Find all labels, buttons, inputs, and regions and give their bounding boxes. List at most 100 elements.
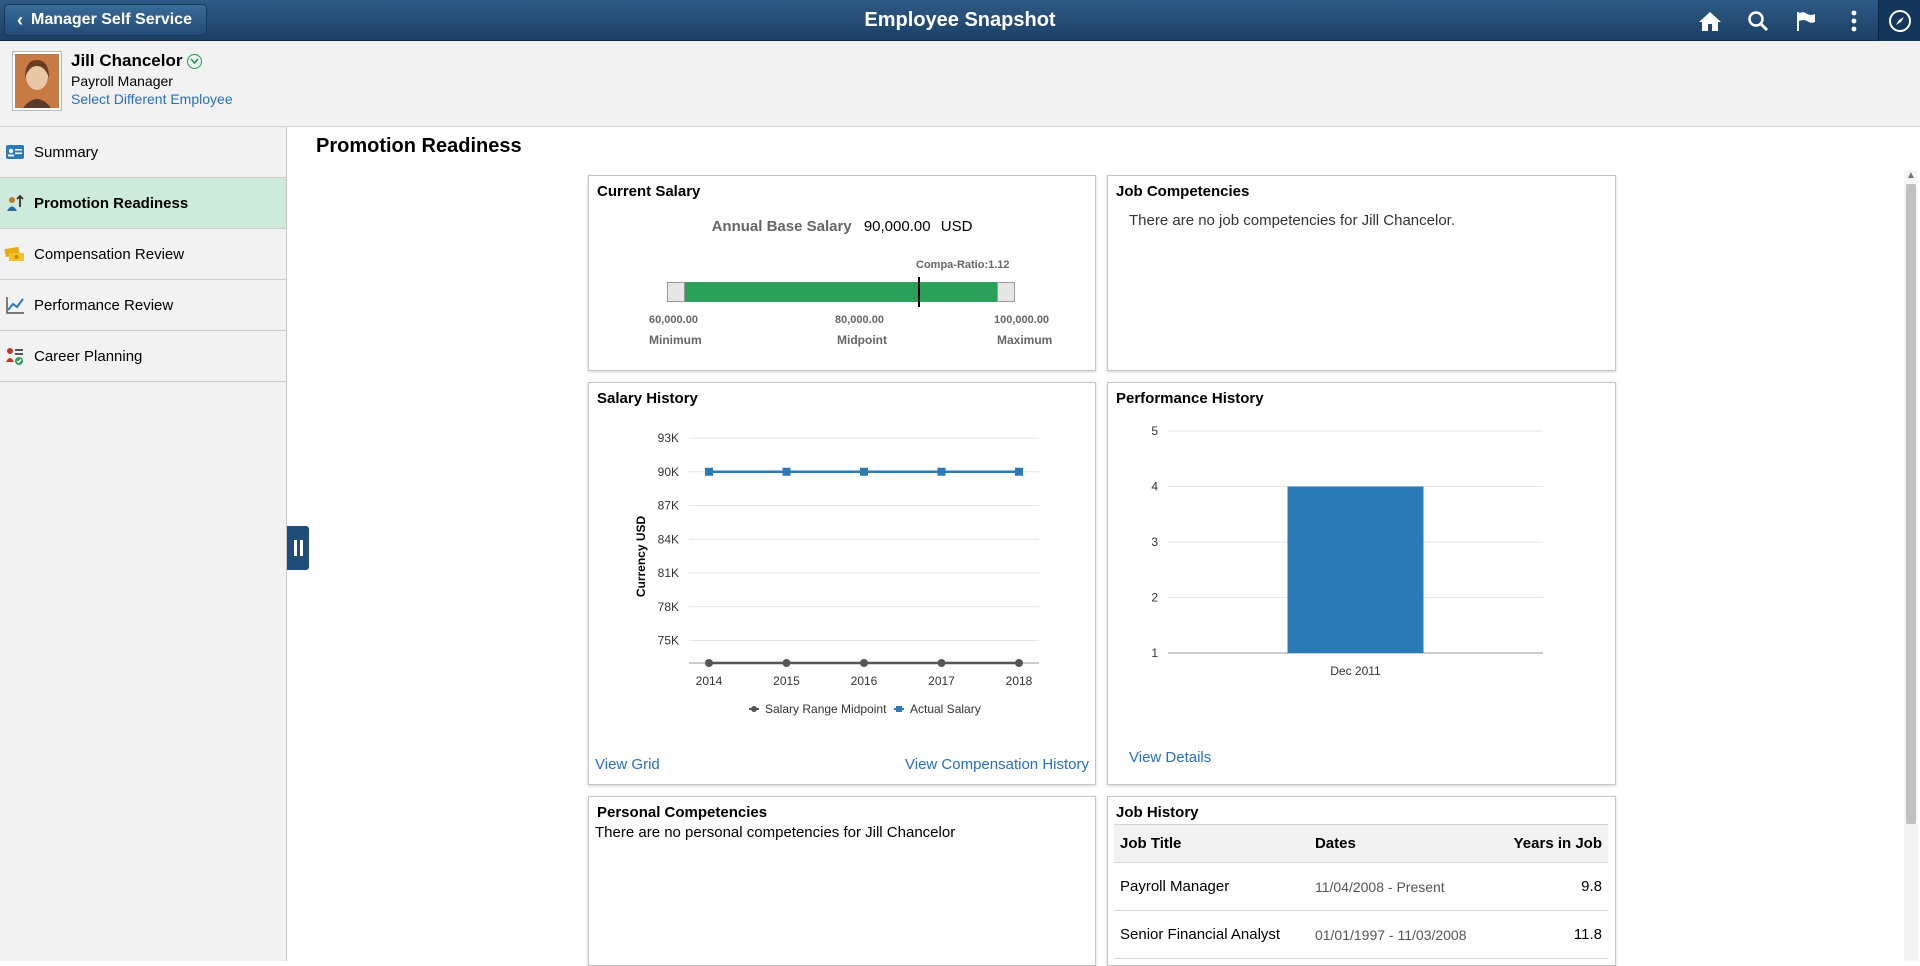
- data-point: [860, 467, 868, 476]
- annual-base-salary-value: 90,000.00: [863, 218, 931, 235]
- nav-item-label: Performance Review: [34, 296, 174, 314]
- scrollbar-thumb[interactable]: [1906, 184, 1916, 824]
- employee-name-row[interactable]: Jill Chancelor: [71, 51, 203, 71]
- nav-item-label: Career Planning: [34, 347, 143, 365]
- range-fill: [685, 282, 997, 302]
- data-point: [782, 659, 791, 667]
- data-point: [937, 467, 946, 476]
- data-point: [1015, 467, 1023, 476]
- top-banner: ‹ Manager Self Service Employee Snapshot: [0, 0, 1920, 41]
- range-cap-min: [667, 282, 685, 302]
- job-history-tile: Job History Job Title Dates Years in Job…: [1107, 796, 1616, 966]
- legend-swatch: [896, 706, 902, 712]
- annual-base-salary-row: Annual Base Salary 90,000.00 USD: [589, 218, 1095, 235]
- personal-competencies-tile: Personal Competencies There are no perso…: [588, 796, 1096, 966]
- banner-actions: [1686, 0, 1920, 41]
- range-mid-label: Midpoint: [837, 333, 887, 347]
- salary-history-chart: 75K 78K 81K 84K 87K 90K 93K Currency USD 2014 201…: [634, 431, 1039, 716]
- y-tick-label: 81K: [658, 566, 679, 580]
- nav-item-compensation-review[interactable]: Compensation Review: [0, 229, 286, 280]
- data-point: [782, 467, 791, 476]
- employee-header: Jill Chancelor Payroll Manager Select Di…: [0, 41, 1920, 127]
- salary-range-bar: [667, 277, 1015, 307]
- x-tick-label: 2016: [851, 674, 878, 688]
- vertical-scrollbar[interactable]: ▲: [1904, 170, 1918, 961]
- tile-title: Salary History: [597, 390, 698, 407]
- nav-item-performance-review[interactable]: Performance Review: [0, 280, 286, 331]
- money-icon: [4, 243, 26, 265]
- table-row: Senior Financial Analyst 01/01/1997 - 11…: [1114, 910, 1608, 959]
- tile-title: Performance History: [1116, 390, 1264, 407]
- salary-history-tile: Salary History 75K 78K 81K 84K 87K 90K 93K Curr…: [588, 382, 1096, 785]
- data-point: [705, 659, 713, 667]
- left-nav: Summary Promotion Readiness Compensation…: [0, 127, 287, 961]
- job-competencies-message: There are no job competencies for Jill C…: [1129, 212, 1456, 229]
- home-icon[interactable]: [1686, 0, 1734, 41]
- navbar-compass-icon[interactable]: [1878, 0, 1920, 41]
- data-point: [860, 659, 868, 667]
- data-point: [705, 467, 713, 476]
- legend-label: Salary Range Midpoint: [765, 702, 887, 716]
- table-row: Payroll Manager 11/04/2008 - Present 9.8: [1114, 862, 1608, 911]
- range-min-label: Minimum: [649, 333, 702, 347]
- more-vertical-icon[interactable]: [1830, 0, 1878, 41]
- job-title-cell: Payroll Manager: [1114, 862, 1309, 911]
- nav-item-promotion-readiness[interactable]: Promotion Readiness: [0, 178, 286, 229]
- dates-cell: 01/01/1997 - 11/03/2008: [1308, 910, 1495, 959]
- years-cell: 9.8: [1494, 862, 1608, 911]
- compa-ratio-label: Compa-Ratio:1.12: [916, 259, 1010, 271]
- nav-item-label: Summary: [34, 143, 99, 161]
- data-point: [937, 659, 946, 667]
- column-header-dates: Dates: [1308, 824, 1495, 863]
- view-compensation-history-link[interactable]: View Compensation History: [905, 756, 1089, 773]
- collapse-panel-handle[interactable]: [287, 526, 309, 570]
- job-history-table: Job Title Dates Years in Job Payroll Man…: [1114, 824, 1608, 959]
- page-header-title: Employee Snapshot: [864, 9, 1056, 31]
- x-tick-label: 2014: [696, 674, 723, 688]
- x-tick-label: 2017: [928, 674, 955, 688]
- personal-competencies-message: There are no personal competencies for J…: [595, 824, 956, 841]
- view-details-link[interactable]: View Details: [1129, 749, 1212, 766]
- years-cell: 11.8: [1494, 910, 1608, 959]
- scroll-up-icon[interactable]: ▲: [1906, 170, 1916, 181]
- x-tick-label: Dec 2011: [1330, 664, 1381, 678]
- select-different-employee-link[interactable]: Select Different Employee: [71, 91, 233, 107]
- chevron-down-icon[interactable]: [187, 53, 203, 69]
- y-tick-label: 4: [1151, 480, 1158, 494]
- y-tick-label: 87K: [658, 499, 679, 513]
- chevron-left-icon: ‹: [17, 10, 23, 30]
- y-tick-label: 2: [1151, 591, 1158, 605]
- avatar: [12, 51, 62, 111]
- tile-title: Job Competencies: [1116, 183, 1250, 200]
- job-title-cell: Senior Financial Analyst: [1114, 910, 1309, 959]
- y-tick-label: 84K: [658, 532, 679, 546]
- nav-item-summary[interactable]: Summary: [0, 127, 286, 178]
- bar: [1287, 486, 1424, 653]
- view-grid-link[interactable]: View Grid: [595, 756, 660, 773]
- job-competencies-tile: Job Competencies There are no job compet…: [1107, 175, 1616, 371]
- back-button-label: Manager Self Service: [31, 11, 192, 28]
- search-icon[interactable]: [1734, 0, 1782, 41]
- current-salary-tile: Current Salary Annual Base Salary 90,000…: [588, 175, 1096, 371]
- y-tick-label: 90K: [658, 465, 679, 479]
- y-tick-label: 1: [1151, 646, 1158, 660]
- nav-item-career-planning[interactable]: Career Planning: [0, 331, 286, 382]
- employee-role: Payroll Manager: [71, 73, 173, 89]
- range-max-label: Maximum: [997, 333, 1053, 347]
- trend-chart-icon: [4, 294, 26, 316]
- currency-code: USD: [940, 218, 973, 235]
- y-tick-label: 3: [1151, 535, 1158, 549]
- y-tick-label: 78K: [658, 600, 679, 614]
- flag-icon[interactable]: [1782, 0, 1830, 41]
- tile-title: Job History: [1116, 804, 1199, 821]
- range-cap-max: [997, 282, 1015, 302]
- legend-label: Actual Salary: [910, 702, 981, 716]
- performance-history-chart: 1 2 3 4 5 Dec 2011: [1151, 424, 1543, 678]
- y-tick-label: 75K: [658, 634, 679, 648]
- annual-base-salary-label: Annual Base Salary: [711, 218, 852, 235]
- y-axis-label: Currency USD: [634, 515, 648, 597]
- back-button[interactable]: ‹ Manager Self Service: [4, 4, 207, 36]
- column-header-job-title: Job Title: [1114, 824, 1309, 863]
- y-tick-label: 5: [1151, 424, 1158, 438]
- employee-name: Jill Chancelor: [71, 51, 183, 70]
